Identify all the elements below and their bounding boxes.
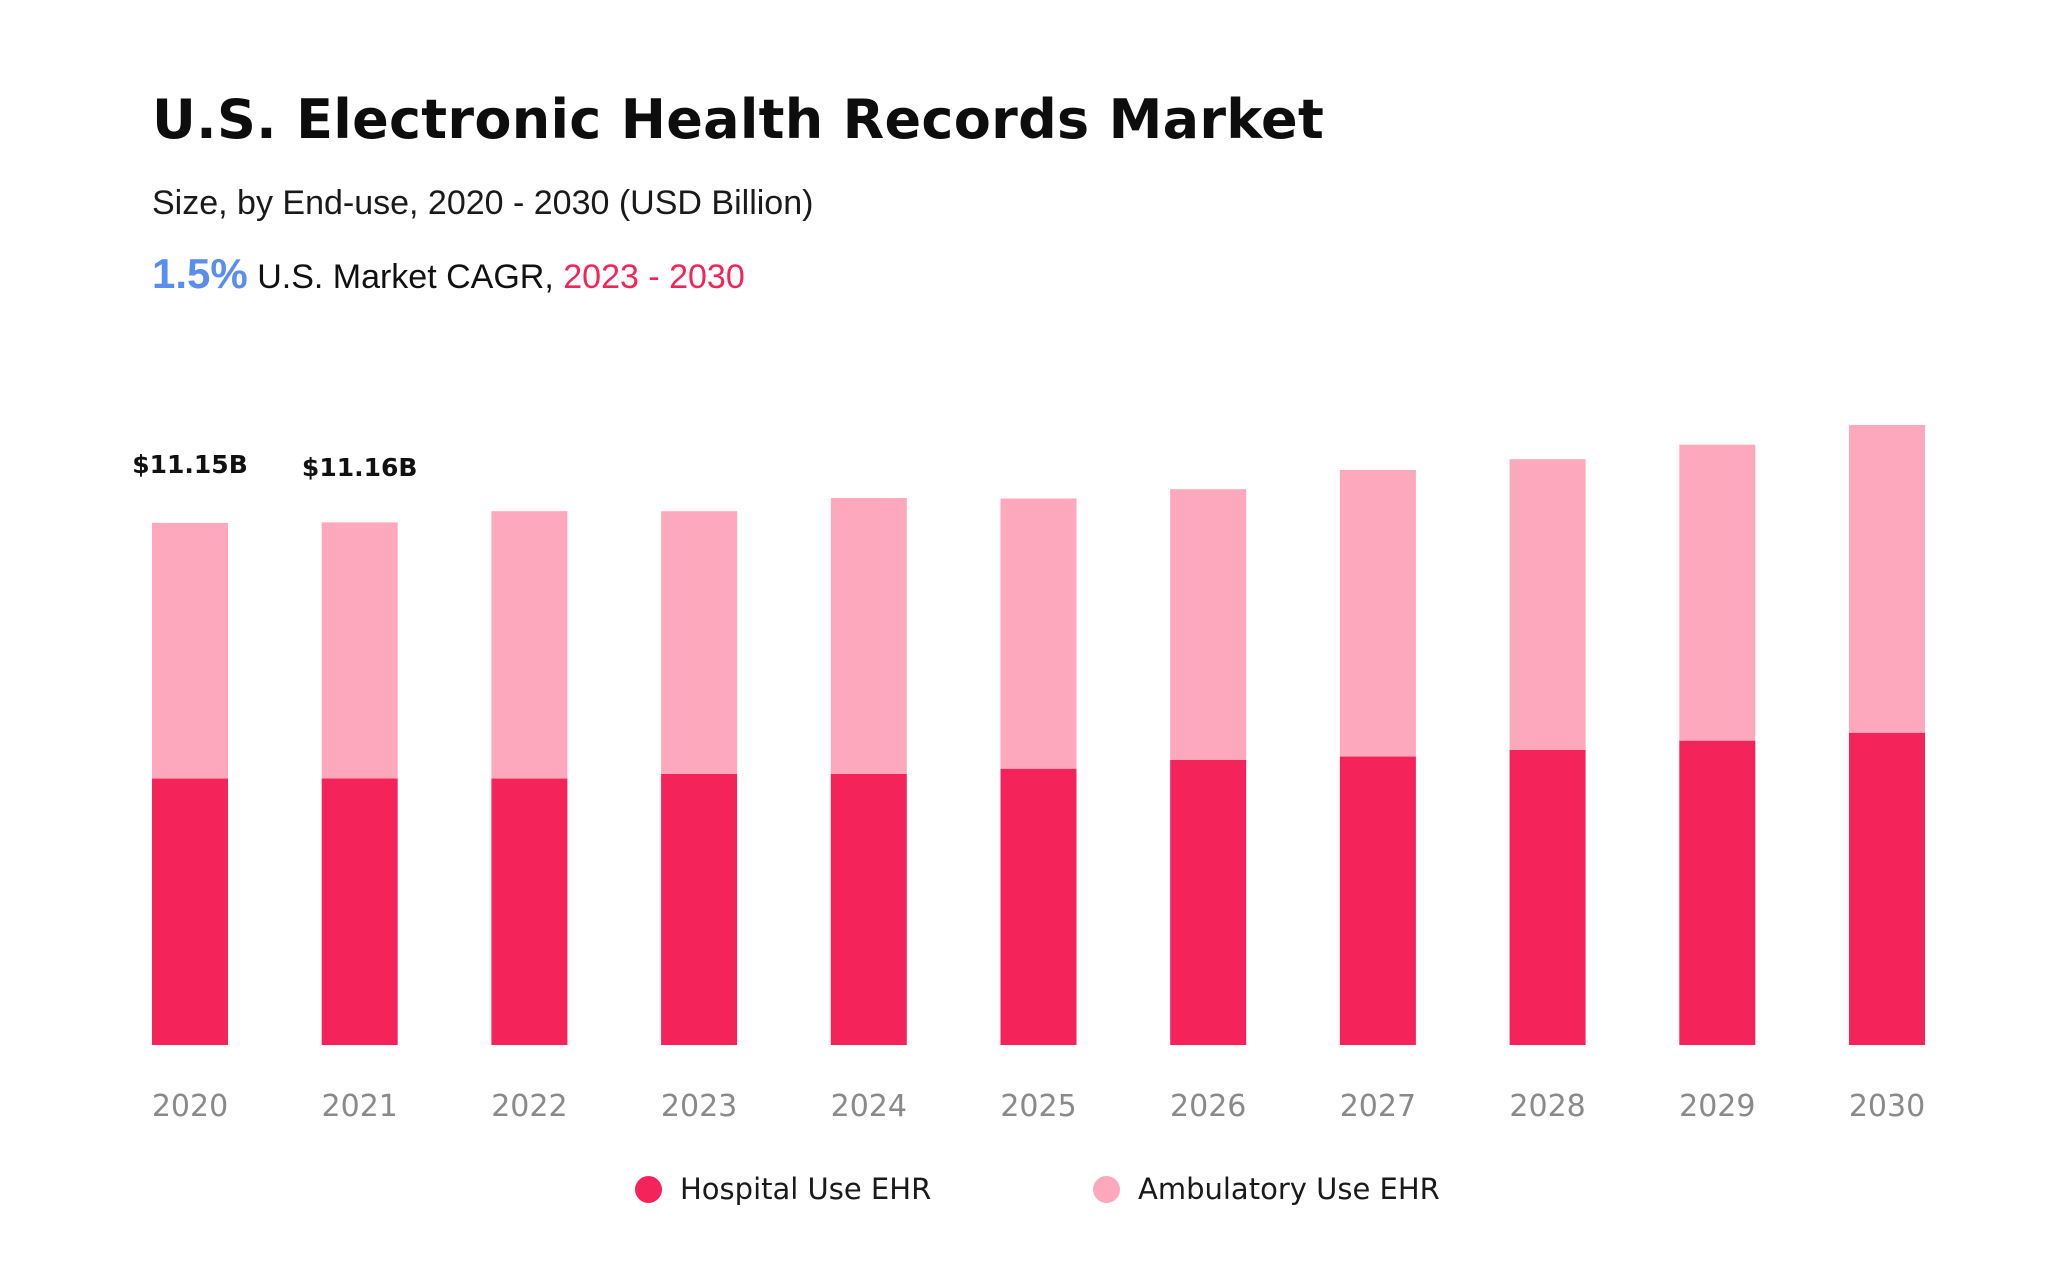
x-tick-label-2024: 2024 xyxy=(831,1089,907,1124)
x-tick-label-2023: 2023 xyxy=(661,1089,737,1124)
x-tick-label-2020: 2020 xyxy=(152,1089,228,1124)
bar-hospital-2027 xyxy=(1339,756,1416,1045)
cagr-label: U.S. Market CAGR, xyxy=(257,258,554,296)
bar-hospital-2020 xyxy=(152,778,228,1045)
legend-swatch-hospital xyxy=(635,1175,662,1203)
cagr-value: 1.5% xyxy=(152,250,248,297)
bar-hospital-2030 xyxy=(1849,732,1925,1045)
bar-ambulatory-2020 xyxy=(152,522,228,779)
bar-hospital-2024 xyxy=(830,773,907,1045)
x-tick-label-2030: 2030 xyxy=(1849,1089,1925,1124)
bar-hospital-2023 xyxy=(661,773,738,1045)
legend-swatch-ambulatory xyxy=(1093,1175,1120,1203)
x-tick-label-2021: 2021 xyxy=(322,1089,398,1124)
bar-hospital-2021 xyxy=(321,778,398,1045)
bar-ambulatory-2027 xyxy=(1339,470,1416,757)
x-tick-label-2028: 2028 xyxy=(1509,1089,1585,1124)
bar-ambulatory-2024 xyxy=(830,498,907,774)
x-tick-label-2026: 2026 xyxy=(1170,1089,1246,1124)
legend: Hospital Use EHR Ambulatory Use EHR xyxy=(0,1172,2048,1222)
bar-hospital-2025 xyxy=(1000,768,1077,1045)
bar-ambulatory-2026 xyxy=(1170,489,1247,760)
cagr-line: 1.5% U.S. Market CAGR, 2023 - 2030 xyxy=(152,250,745,298)
x-tick-label-2025: 2025 xyxy=(1000,1089,1076,1124)
bar-hospital-2022 xyxy=(491,778,568,1045)
data-label-2020: $11.15B xyxy=(132,450,248,479)
bar-ambulatory-2023 xyxy=(661,511,738,774)
bar-ambulatory-2022 xyxy=(491,511,568,779)
bar-hospital-2028 xyxy=(1509,750,1586,1045)
bar-hospital-2029 xyxy=(1679,740,1756,1045)
legend-label-ambulatory: Ambulatory Use EHR xyxy=(1138,1172,1440,1206)
legend-label-hospital: Hospital Use EHR xyxy=(680,1172,932,1206)
x-tick-label-2027: 2027 xyxy=(1340,1089,1416,1124)
legend-item-ambulatory: Ambulatory Use EHR xyxy=(1093,1172,1440,1206)
bar-ambulatory-2028 xyxy=(1509,459,1586,750)
bar-ambulatory-2029 xyxy=(1679,444,1756,741)
bar-ambulatory-2030 xyxy=(1849,425,1925,733)
bar-ambulatory-2021 xyxy=(321,522,398,779)
x-tick-label-2029: 2029 xyxy=(1679,1089,1755,1124)
bar-hospital-2026 xyxy=(1170,759,1247,1045)
chart-title: U.S. Electronic Health Records Market xyxy=(152,88,1325,151)
legend-item-hospital: Hospital Use EHR xyxy=(635,1172,931,1206)
data-label-2021: $11.16B xyxy=(302,453,418,482)
cagr-period: 2023 - 2030 xyxy=(563,258,745,296)
chart-subtitle: Size, by End-use, 2020 - 2030 (USD Billi… xyxy=(152,184,814,222)
bar-ambulatory-2025 xyxy=(1000,498,1077,769)
x-tick-label-2022: 2022 xyxy=(491,1089,567,1124)
